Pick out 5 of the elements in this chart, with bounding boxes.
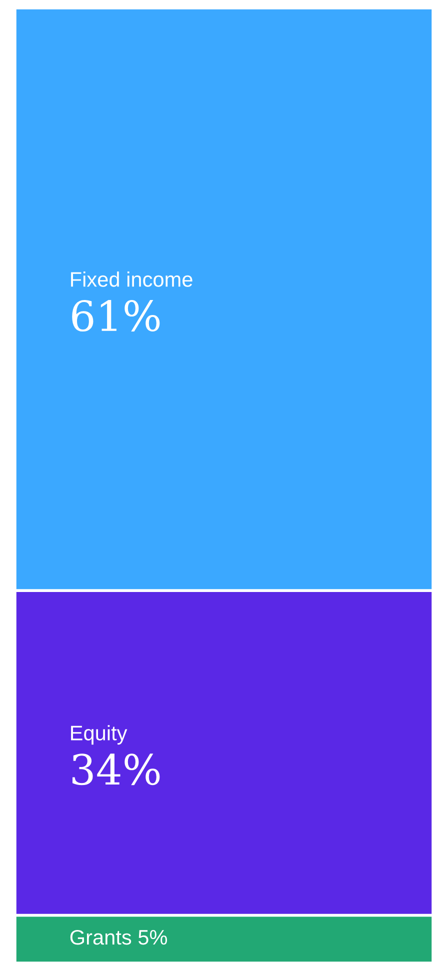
data-label: 34% — [72, 754, 160, 786]
series-label: Fixed income — [71, 272, 192, 287]
text: Grants 5% — [70, 930, 168, 945]
series-label: Equity — [71, 725, 128, 745]
data-label: 61% — [72, 300, 160, 332]
